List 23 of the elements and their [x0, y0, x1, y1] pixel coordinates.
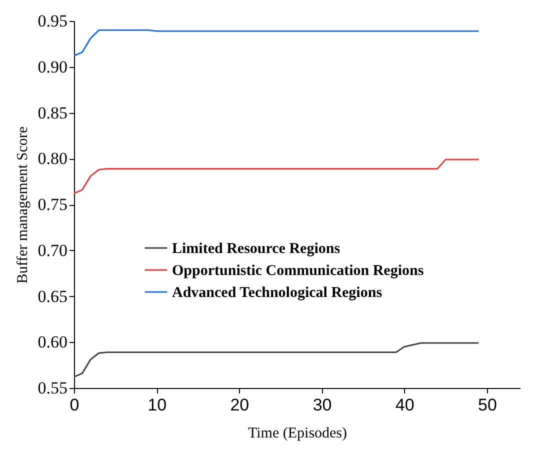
x-tick-label: 50 [478, 396, 497, 414]
y-tick-label: 0.95 [38, 12, 68, 30]
line-series [74, 158, 480, 194]
x-tick-label: 20 [230, 396, 250, 414]
line-series [74, 29, 480, 57]
x-axis-title: Time (Episodes) [248, 426, 348, 442]
y-tick-label: 0.90 [38, 57, 68, 76]
y-axis-title: Buffer management Score [14, 126, 31, 284]
y-tick-label: 0.75 [38, 195, 68, 214]
legend-label: Limited Resource Regions [172, 241, 340, 257]
y-tick-label: 0.65 [38, 286, 68, 306]
y-tick-label: 0.85 [38, 103, 68, 122]
y-tick-label: 0.60 [38, 332, 68, 352]
y-tick-label: 0.70 [38, 240, 68, 260]
x-tick-label: 0 [70, 396, 80, 414]
y-tick-label: 0.55 [38, 378, 68, 398]
legend-label: Advanced Technological Regions [172, 285, 382, 301]
line-series [74, 342, 480, 378]
x-tick-label: 30 [312, 396, 332, 414]
x-tick-label: 40 [395, 396, 414, 414]
x-tick-label: 10 [148, 396, 167, 414]
legend-label: Opportunistic Communication Regions [172, 263, 424, 279]
y-tick-label: 0.80 [38, 149, 68, 168]
